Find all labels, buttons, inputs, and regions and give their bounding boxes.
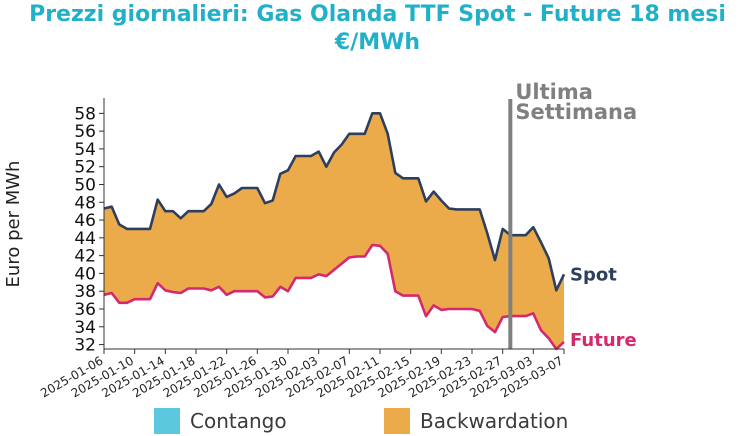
y-tick-label-58: 58 (74, 104, 96, 124)
backwardation-area (104, 113, 564, 349)
y-tick-label-52: 52 (74, 158, 96, 178)
y-tick-label-48: 48 (74, 193, 96, 213)
y-tick-label-56: 56 (74, 122, 96, 142)
y-tick-label-40: 40 (74, 264, 96, 284)
y-tick-label-42: 42 (74, 247, 96, 267)
future-line (103, 243, 565, 351)
y-tick-label-44: 44 (74, 229, 96, 249)
last-week-label-line2: Settimana (515, 100, 637, 124)
y-tick-label-38: 38 (74, 282, 96, 302)
legend-swatch-contango (154, 408, 180, 434)
y-tick-label-46: 46 (74, 211, 96, 231)
future-series-label: Future (570, 330, 637, 351)
y-tick-label-54: 54 (74, 140, 96, 160)
y-tick-label-36: 36 (74, 300, 96, 320)
y-tick-label-50: 50 (74, 175, 96, 195)
y-tick-label-32: 32 (74, 336, 96, 356)
y-axis-label: Euro per MWh (3, 161, 24, 288)
legend-item-contango: Contango (154, 406, 287, 436)
spot-line (103, 112, 566, 292)
chart-title: Prezzi giornalieri: Gas Olanda TTF Spot … (29, 2, 726, 27)
legend-item-backwardation: Backwardation (384, 406, 568, 436)
chart-subtitle: €/MWh (334, 30, 421, 55)
legend-label-contango: Contango (190, 409, 287, 433)
legend-label-backwardation: Backwardation (420, 409, 569, 433)
spot-series-label: Spot (570, 264, 617, 285)
last-week-label-line1: Ultima (515, 80, 593, 104)
y-tick-label-34: 34 (74, 318, 96, 338)
legend-swatch-backwardation (384, 408, 410, 434)
